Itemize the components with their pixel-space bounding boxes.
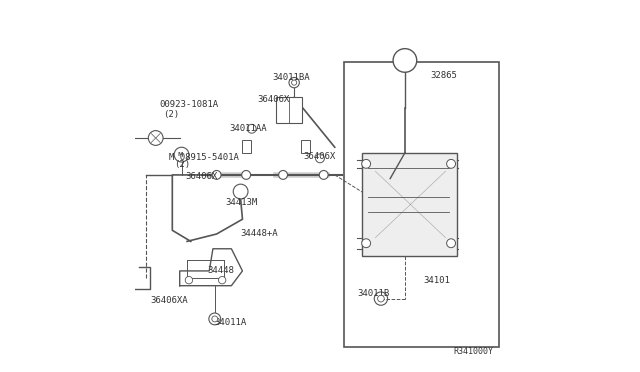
Text: M 08915-5401A: M 08915-5401A xyxy=(168,153,239,162)
FancyBboxPatch shape xyxy=(362,153,456,256)
Text: 34448: 34448 xyxy=(207,266,234,275)
Circle shape xyxy=(289,77,300,88)
Circle shape xyxy=(447,160,456,168)
Text: R341000Y: R341000Y xyxy=(454,347,493,356)
Text: 34011A: 34011A xyxy=(215,318,247,327)
Text: 36406XA: 36406XA xyxy=(150,296,188,305)
Bar xyxy=(344,62,499,347)
Circle shape xyxy=(278,170,287,179)
Text: 34101: 34101 xyxy=(424,276,451,285)
Text: 34011BA: 34011BA xyxy=(272,73,310,81)
Text: 34413M: 34413M xyxy=(226,198,258,207)
Circle shape xyxy=(212,316,218,322)
Circle shape xyxy=(378,295,384,302)
Circle shape xyxy=(174,147,189,162)
Circle shape xyxy=(362,160,371,168)
Circle shape xyxy=(247,124,256,133)
Circle shape xyxy=(148,131,163,145)
Text: 32865: 32865 xyxy=(431,71,458,80)
Circle shape xyxy=(292,80,297,85)
Circle shape xyxy=(316,154,324,163)
Circle shape xyxy=(374,292,388,305)
Text: (2): (2) xyxy=(174,160,190,169)
Circle shape xyxy=(185,276,193,284)
Circle shape xyxy=(242,170,251,179)
Bar xyxy=(242,140,251,153)
Text: 34011AA: 34011AA xyxy=(230,124,267,133)
Circle shape xyxy=(393,49,417,72)
Text: 34448+A: 34448+A xyxy=(241,230,278,238)
Circle shape xyxy=(447,239,456,248)
Circle shape xyxy=(209,313,221,325)
Circle shape xyxy=(218,276,226,284)
Circle shape xyxy=(212,170,221,179)
Text: 36406X: 36406X xyxy=(257,95,289,104)
Text: 36406X: 36406X xyxy=(303,152,335,161)
Text: 34011B: 34011B xyxy=(357,289,389,298)
Circle shape xyxy=(362,239,371,248)
Text: 00923-1081A: 00923-1081A xyxy=(159,100,218,109)
Bar xyxy=(301,140,310,153)
Text: (2): (2) xyxy=(163,109,179,119)
Text: M: M xyxy=(177,152,183,157)
Circle shape xyxy=(319,170,328,179)
Text: 36406X: 36406X xyxy=(185,172,218,181)
Bar xyxy=(276,97,301,123)
Circle shape xyxy=(233,184,248,199)
